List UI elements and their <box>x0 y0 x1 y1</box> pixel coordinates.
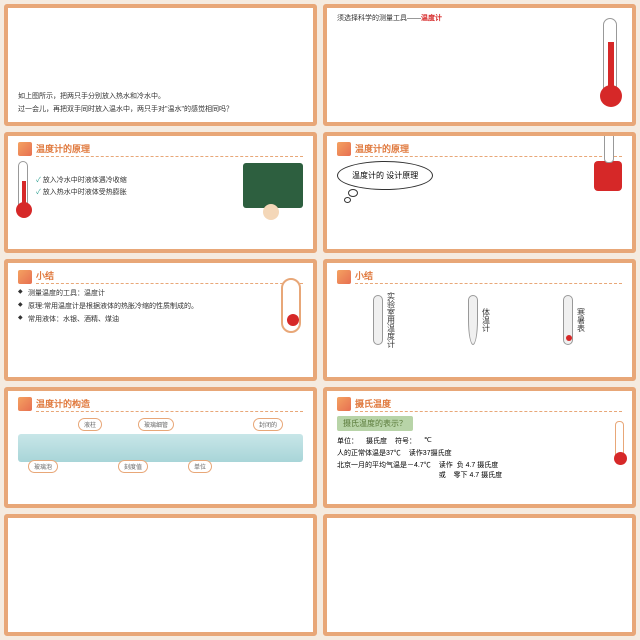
item-3: 寒暑表 <box>563 295 587 345</box>
slide-4: 温度计的原理 温度计的 设计原理 <box>323 132 636 254</box>
badge: 摄氏温度的表示？ <box>337 416 413 431</box>
text-line-1: 如上图所示，把两只手分别放入热水和冷水中。 <box>18 92 303 103</box>
check-2: ✓ 放入热水中时液体受热膨胀 <box>36 187 235 197</box>
header-icon <box>18 270 32 284</box>
ruler-diagram <box>18 434 303 462</box>
check-1: ✓ 放入冷水中时液体遇冷收缩 <box>36 175 235 185</box>
slide-2: 须选择科学的测量工具——温度计 <box>323 4 636 126</box>
title: 小结 <box>355 269 622 284</box>
text: 须选择科学的测量工具——温度计 <box>337 14 622 25</box>
label-5: 刻度值 <box>118 460 148 473</box>
item-2: 体温计 <box>468 295 492 345</box>
slide-6: 小结 实验室用温度计 体温计 寒暑表 <box>323 259 636 381</box>
item-1: 实验室用温度计 <box>373 292 397 348</box>
bullet-2: 原理:常用温度计是根据液体的热胀冷缩的性质制成的。 <box>18 301 303 311</box>
unit-row: 单位：摄氏度符号：℃ <box>337 436 622 446</box>
slide-10 <box>323 514 636 636</box>
slide-5: 小结 测量温度的工具：温度计 原理:常用温度计是根据液体的热胀冷缩的性质制成的。… <box>4 259 317 381</box>
jar-thermometer-icon <box>594 161 622 191</box>
text-line-2: 过一会儿，再把双手同时放入温水中，两只手对"温水"的感觉相同吗？ <box>18 105 303 116</box>
header-icon <box>337 270 351 284</box>
thermometer-icon <box>603 18 617 98</box>
row-1: 人的正常体温是37℃读作37摄氏度 <box>337 448 622 458</box>
label-6: 单位 <box>188 460 212 473</box>
label-4: 玻璃泡 <box>28 460 58 473</box>
thermometer-icon <box>281 278 301 333</box>
bullet-3: 常用液体：水银、酒精、煤油 <box>18 314 303 324</box>
label-1: 液柱 <box>78 418 102 431</box>
title: 小结 <box>36 269 303 284</box>
row-2: 北京一月的平均气温是－4.7℃读作 负 4.7 摄氏度或 零下 4.7 摄氏度 <box>337 460 622 480</box>
bullet-1: 测量温度的工具：温度计 <box>18 288 303 298</box>
header-icon <box>337 397 351 411</box>
thermometer-icon <box>615 421 624 461</box>
speech-bubble: 温度计的 设计原理 <box>337 161 433 190</box>
thermometer-icon <box>18 161 28 211</box>
header-icon <box>18 397 32 411</box>
header-icon <box>337 142 351 156</box>
title: 温度计的原理 <box>36 142 303 157</box>
teacher-icon <box>243 163 303 208</box>
header-icon <box>18 142 32 156</box>
slide-9 <box>4 514 317 636</box>
title: 温度计的原理 <box>355 142 622 157</box>
title: 温度计的构造 <box>36 397 303 412</box>
slide-7: 温度计的构造 液柱 玻璃细管 封闭的 玻璃泡 刻度值 单位 <box>4 387 317 509</box>
label-2: 玻璃细管 <box>138 418 174 431</box>
slide-1: 如上图所示，把两只手分别放入热水和冷水中。 过一会儿，再把双手同时放入温水中，两… <box>4 4 317 126</box>
label-3: 封闭的 <box>253 418 283 431</box>
slide-8: 摄氏温度 摄氏温度的表示？ 单位：摄氏度符号：℃ 人的正常体温是37℃读作37摄… <box>323 387 636 509</box>
slide-3: 温度计的原理 ✓ 放入冷水中时液体遇冷收缩 ✓ 放入热水中时液体受热膨胀 <box>4 132 317 254</box>
title: 摄氏温度 <box>355 397 622 412</box>
